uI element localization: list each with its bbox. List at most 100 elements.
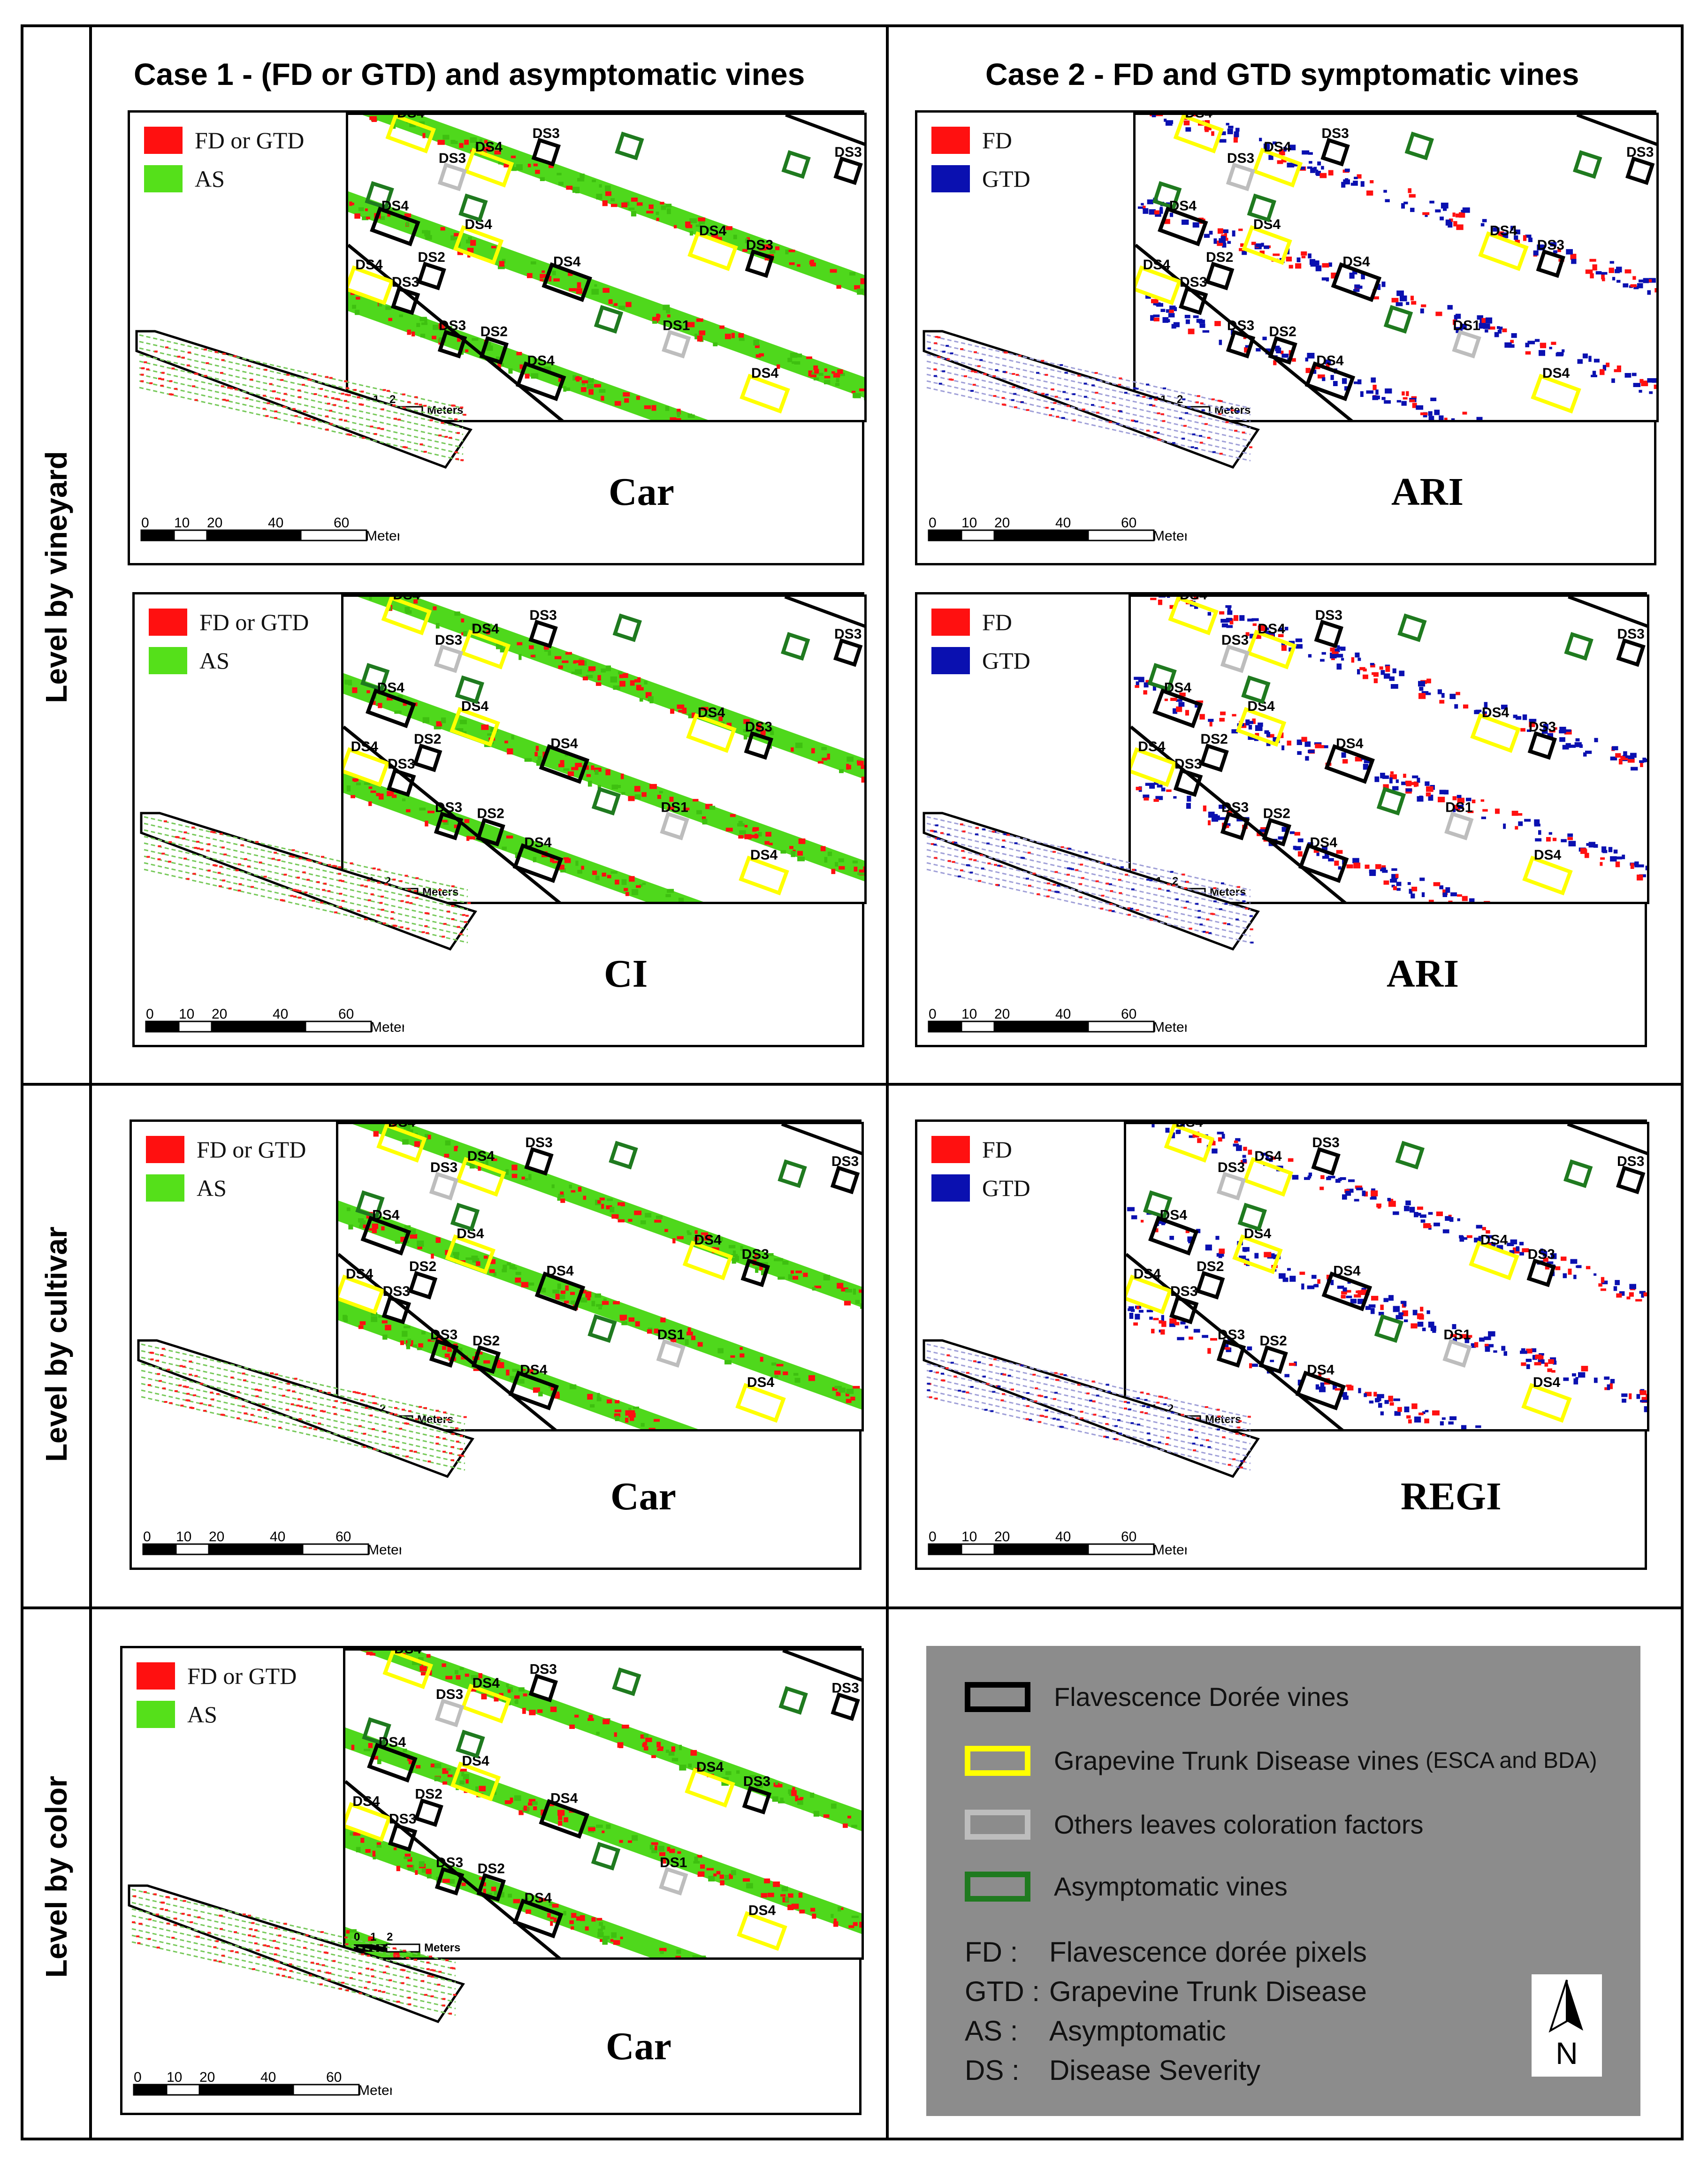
pixel-mark [630,680,635,686]
overview-pixel [1224,903,1228,905]
pixel-mark [667,889,674,893]
pixel-mark [404,213,412,218]
overview-pixel [1128,914,1131,916]
pixel-mark [425,1134,428,1140]
vine-ds-label: DS4 [694,1232,722,1248]
overview-vine-row [139,347,464,422]
pixel-mark [687,1327,691,1332]
pixel-mark [496,643,503,649]
overview-pixel [952,841,955,844]
overview-pixel [1054,396,1058,398]
overview-pixel [1006,834,1010,836]
map-inset: DS4DS4DS3DS3DS3DS4DS4DS2DS4DS4DS3DS4DS3D… [1133,113,1659,422]
pixel-mark [853,392,856,398]
overview-pixel [999,865,1003,867]
vine-box-outline [450,707,500,747]
vine-box [778,1159,807,1188]
pixel-mark [1448,900,1453,902]
pixel-mark [1235,128,1240,132]
pixel-mark [1622,854,1625,860]
pixel-mark [1277,160,1283,164]
overview-pixel [216,1393,220,1395]
overview-scale-tick: 40 [1055,516,1071,531]
pixel-mark [499,261,504,267]
overview-pixel [1183,425,1187,427]
overview-pixel [460,1435,463,1437]
overview-pixel [187,351,191,354]
vine-ds-label: DS4 [351,739,379,754]
overview-pixel [459,933,463,935]
overview-vine-row [926,829,1251,904]
pixel-mark [1164,118,1167,122]
vine-ds-label: DS3 [533,126,560,141]
pixel-mark [1652,378,1656,383]
pixel-mark [1477,315,1483,320]
pixel-mark [792,361,796,364]
overview-pixel [1091,384,1095,387]
pixel-mark [385,1325,391,1331]
vine-row-band [348,191,864,398]
pixel-mark [1221,131,1226,136]
pixel-mark [628,1408,632,1411]
vine-box [1268,336,1297,365]
pixel-mark [1154,210,1159,214]
overview-pixel [933,830,937,833]
pixel-mark [550,857,555,862]
pixel-mark [1342,378,1347,384]
overview-pixel [975,833,978,836]
overview-pixel [278,1427,282,1429]
pixel-mark [381,1320,388,1324]
pixel-mark [355,310,360,315]
overview-scale-segment [1087,529,1155,541]
pixel-mark [1169,213,1174,217]
pixel-mark [1327,1176,1335,1179]
pixel-mark [663,305,670,311]
pixel-mark [1283,147,1287,151]
overview-pixel [967,864,970,867]
vine-box-outline [1158,206,1208,246]
pixel-mark [1150,598,1157,601]
pixel-mark [1481,816,1486,819]
vine-box-outline [660,811,689,840]
pixel-mark [752,829,757,832]
pixel-mark [1252,718,1256,724]
pixel-mark [623,673,628,678]
pixel-mark [1282,1277,1289,1282]
pixel-mark [1248,721,1253,724]
pixel-mark [718,236,722,241]
overview-pixel [423,404,427,407]
pixel-mark [1639,760,1644,763]
pixel-mark [860,278,864,284]
vine-box [1235,707,1287,747]
pixel-mark [1616,280,1621,283]
overview-pixel [1203,931,1206,933]
overview-pixel [1157,412,1160,414]
overview-pixel [1242,900,1246,902]
vine-box [781,150,811,179]
vine-ds-label: DS4 [1258,621,1286,637]
pixel-mark [1286,256,1292,262]
overview-pixel [214,864,218,867]
overview-pixel [419,1406,422,1408]
pixel-mark [500,648,506,653]
pixel-mark [402,798,406,801]
overview-pixel [217,872,221,874]
overview-pixel [141,367,145,369]
pixel-mark [1564,729,1571,732]
pixel-mark [1159,208,1163,214]
pixel-mark [468,236,472,243]
pixel-mark [1426,1310,1430,1314]
pixel-mark [527,273,533,278]
vine-box [745,249,775,278]
vine-ds-label: DS3 [430,1327,458,1342]
pixel-mark [1297,751,1302,755]
pixel-mark [1543,723,1548,730]
pixel-mark [745,238,748,244]
pixel-mark [454,611,460,616]
overview-pixel [426,932,429,934]
overview-pixel [151,1352,154,1354]
overview-pixel [452,404,455,407]
pixel-mark [755,246,761,249]
overview-pixel [446,1419,450,1421]
pixel-mark [791,747,794,752]
